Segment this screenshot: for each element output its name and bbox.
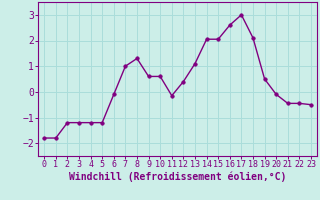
- X-axis label: Windchill (Refroidissement éolien,°C): Windchill (Refroidissement éolien,°C): [69, 172, 286, 182]
